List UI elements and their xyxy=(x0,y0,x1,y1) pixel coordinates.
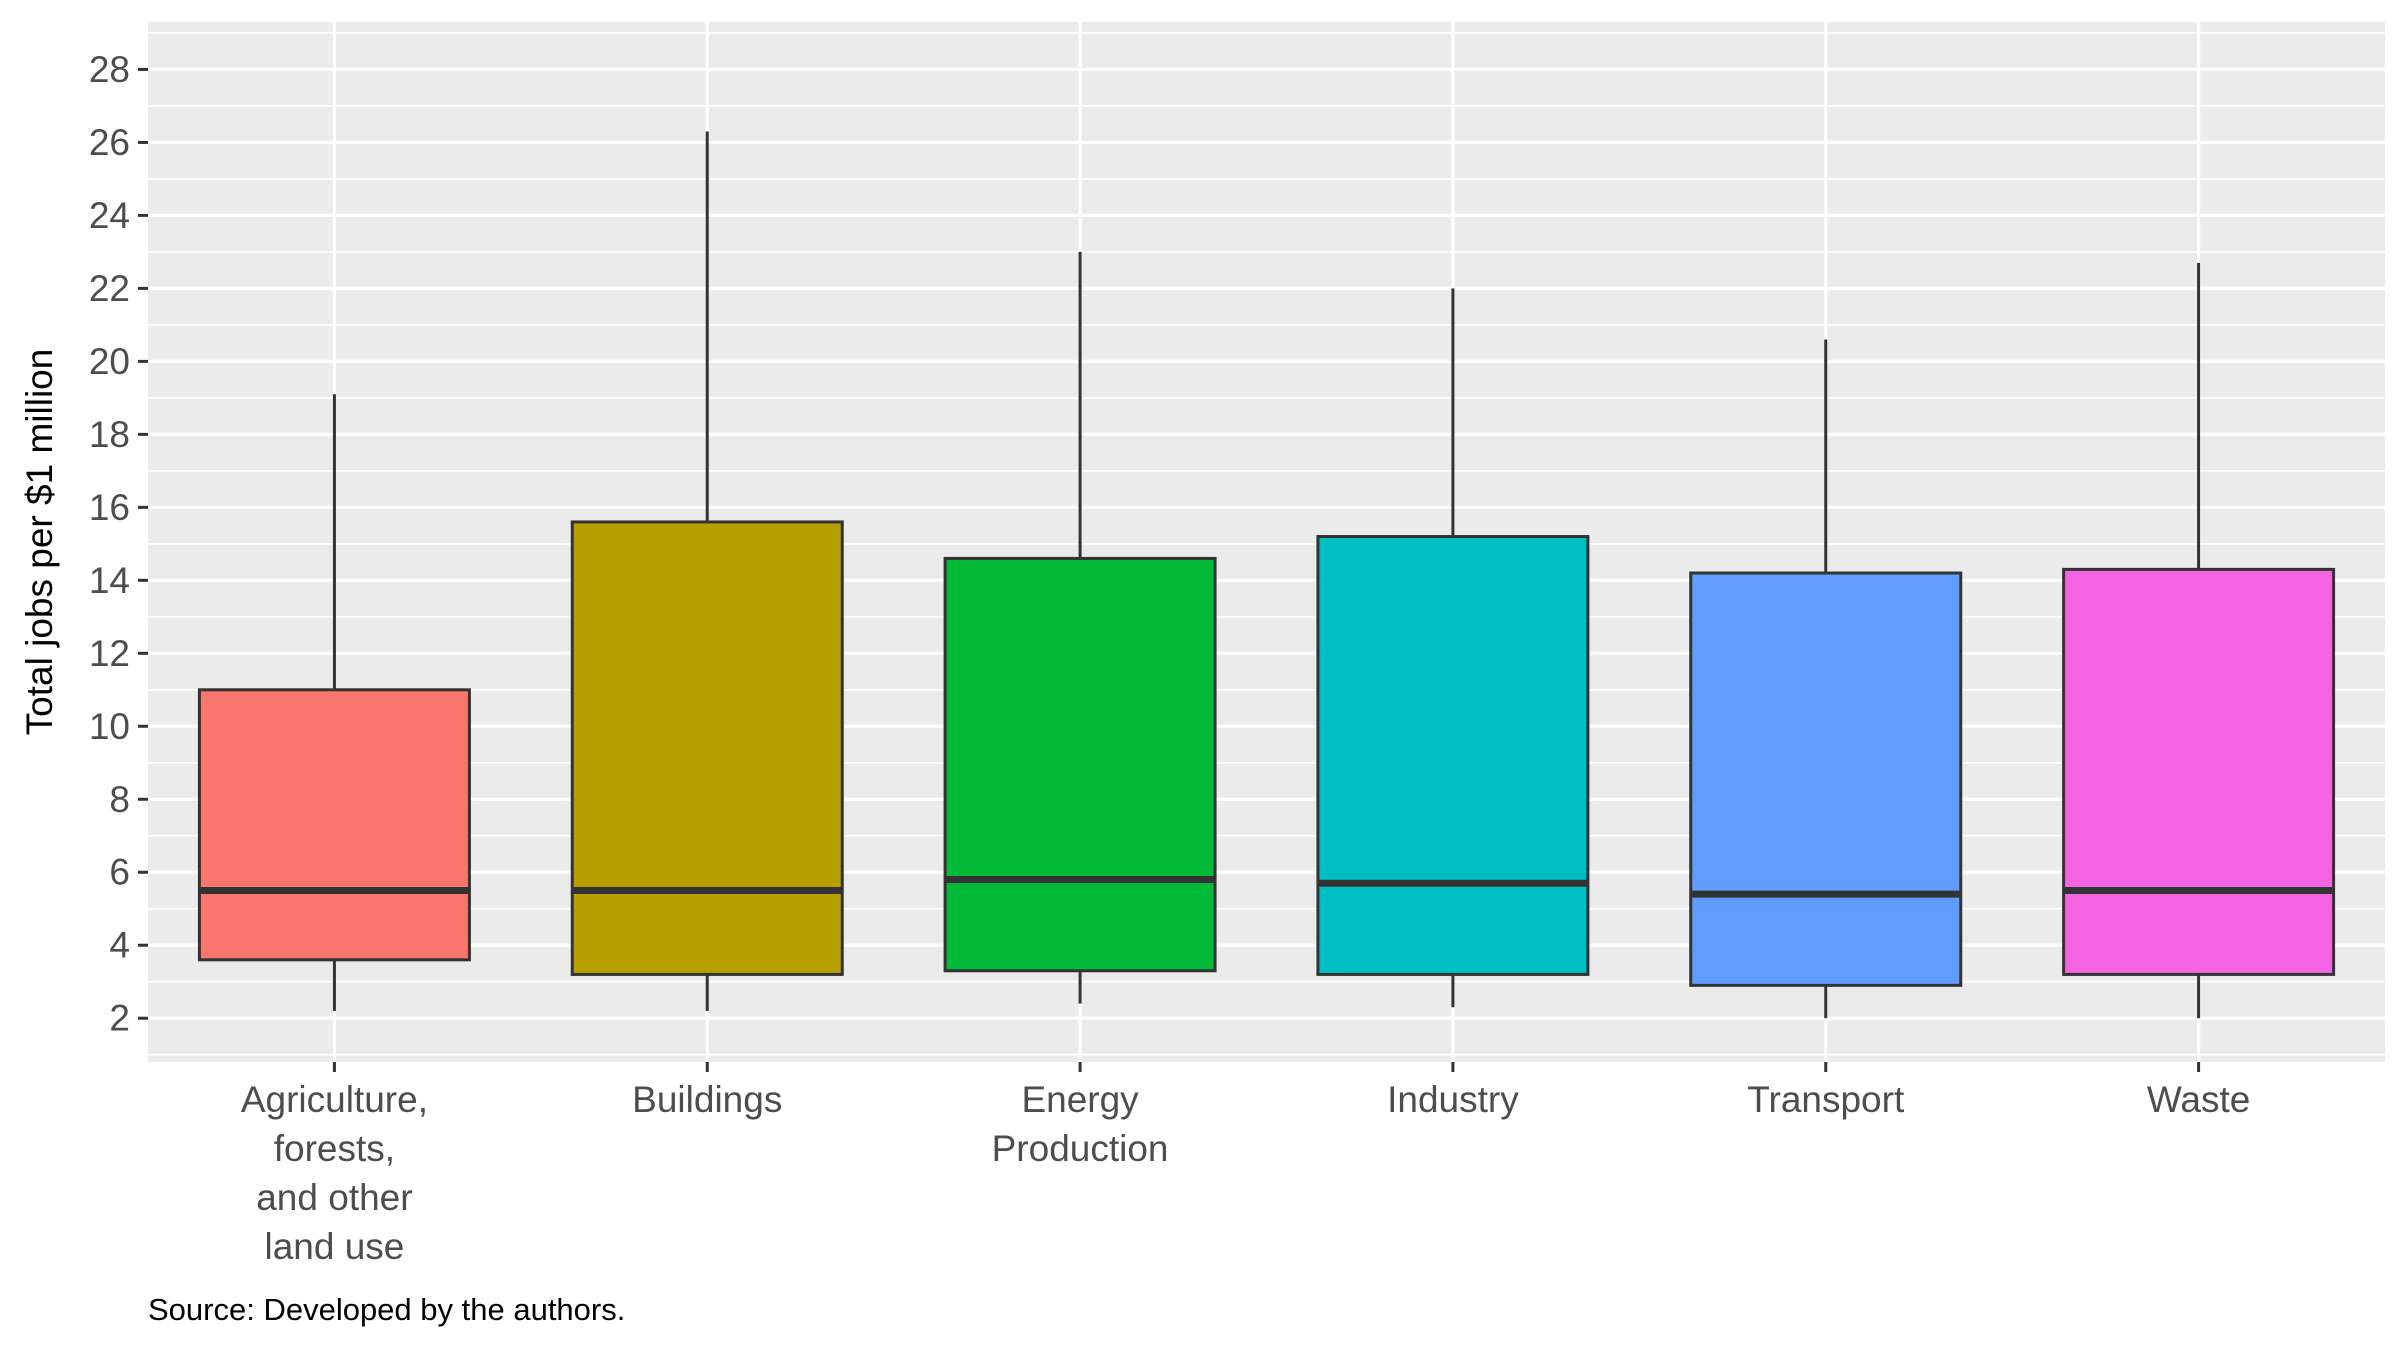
y-tick-label: 6 xyxy=(109,852,130,893)
y-tick-label: 10 xyxy=(89,706,130,747)
x-tick-label: Buildings xyxy=(632,1079,782,1120)
x-tick-label: Waste xyxy=(2147,1079,2250,1120)
y-tick-label: 8 xyxy=(109,779,130,820)
y-tick-label: 2 xyxy=(109,998,130,1039)
x-tick-label-line: and other xyxy=(256,1177,412,1218)
box-6 xyxy=(2062,262,2336,1019)
y-axis-title: Total jobs per $1 million xyxy=(19,349,60,736)
box-2 xyxy=(570,131,844,1011)
x-tick-label-line: Waste xyxy=(2147,1079,2250,1120)
y-tick-label: 12 xyxy=(89,633,130,674)
x-tick-label: Agriculture, forests, and other land use xyxy=(241,1079,428,1267)
box-5 xyxy=(1689,339,1963,1019)
x-tick-label: Transport xyxy=(1747,1079,1905,1120)
y-tick-label: 28 xyxy=(89,49,130,90)
y-tick-label: 24 xyxy=(89,195,130,236)
y-tick-label: 14 xyxy=(89,560,130,601)
box-iqr xyxy=(1316,535,1590,976)
x-tick-label-line: land use xyxy=(264,1226,404,1267)
y-tick-label: 20 xyxy=(89,341,130,382)
x-tick-label: Industry xyxy=(1387,1079,1519,1120)
box-iqr xyxy=(570,520,844,976)
grid-lines xyxy=(148,22,2385,1062)
x-tick-label-line: Agriculture, xyxy=(241,1079,428,1120)
x-tick-label-line: Buildings xyxy=(632,1079,782,1120)
x-tick-label-line: Industry xyxy=(1387,1079,1519,1120)
source-note: Source: Developed by the authors. xyxy=(148,1292,625,1327)
y-tick-label: 18 xyxy=(89,414,130,455)
x-tick-label-line: forests, xyxy=(274,1128,395,1169)
y-tick-label: 26 xyxy=(89,122,130,163)
plot-panel xyxy=(148,22,2385,1062)
box-iqr xyxy=(2062,567,2336,976)
x-tick-label-line: Production xyxy=(992,1128,1169,1169)
box-3 xyxy=(943,251,1217,1004)
x-tick-label-line: Transport xyxy=(1747,1079,1905,1120)
y-tick-label: 22 xyxy=(89,268,130,309)
box-4 xyxy=(1316,288,1590,1008)
x-tick-label-line: Energy xyxy=(1021,1079,1139,1120)
box-1 xyxy=(197,394,471,1011)
box-iqr xyxy=(943,556,1217,973)
box-iqr xyxy=(1689,571,1963,987)
y-tick-label: 4 xyxy=(109,925,130,966)
x-tick-label: Energy Production xyxy=(992,1079,1169,1169)
box-iqr xyxy=(197,688,471,962)
y-tick-label: 16 xyxy=(89,487,130,528)
x-axis: Agriculture, forests, and other land use Bui… xyxy=(241,1062,2250,1267)
boxes xyxy=(197,131,2336,1019)
